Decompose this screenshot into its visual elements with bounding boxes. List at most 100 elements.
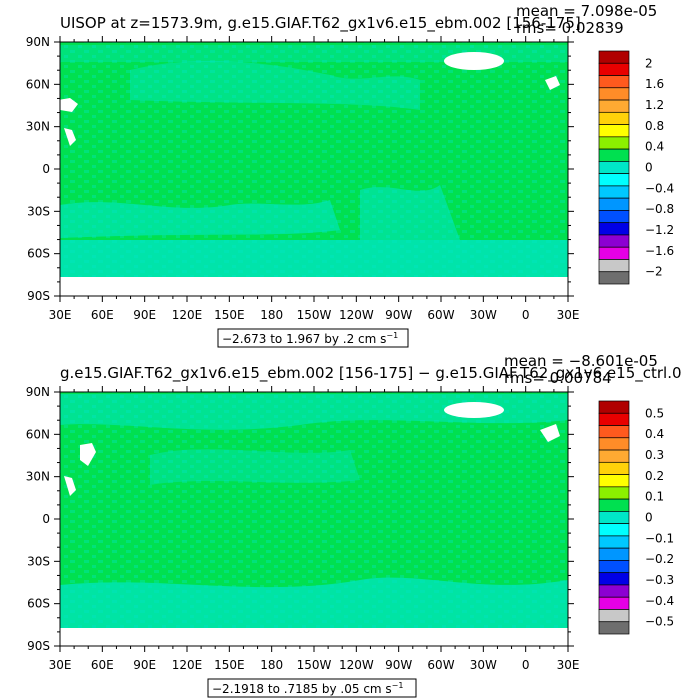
panel-top-title: UISOP at z=1573.9m, g.e15.GIAF.T62_gx1v6… (60, 14, 581, 33)
y-tick-label: 30S (27, 554, 50, 568)
colorbar-swatch (598, 161, 630, 174)
x-tick-label: 180 (260, 308, 283, 322)
range-box-top: −2.673 to 1.967 by .2 cm s−1 (217, 328, 409, 348)
panel-top-mean: mean = 7.098e-05 (516, 2, 657, 20)
colorbar-swatch (598, 173, 630, 187)
x-tick-label: 150W (297, 658, 332, 672)
map-bottom-axes: 30E 60E 90E 120E 150E 180 150W 120W 90W 60W 30W 0 30… (26, 385, 580, 672)
colorbar-swatch (598, 234, 630, 248)
x-tick-label: 30E (49, 658, 72, 672)
colorbar-swatch (598, 474, 630, 488)
range-label-top: −2.673 to 1.967 by .2 cm s−1 (222, 331, 398, 346)
y-tick-label: 90S (27, 639, 50, 653)
colorbar-label: 0.3 (645, 448, 664, 462)
map-top-antarctica (60, 277, 568, 296)
x-tick-label: 120W (339, 658, 374, 672)
map-top-land-b (64, 128, 76, 146)
x-tick-label: 30W (470, 308, 497, 322)
panel-bottom: g.e15.GIAF.T62_gx1v6.e15_ebm.002 [156-17… (26, 352, 682, 698)
colorbar-swatch (598, 87, 630, 101)
x-tick-label: 60E (91, 308, 114, 322)
panel-bottom-mean: mean = −8.601e-05 (504, 352, 658, 370)
y-tick-label: 60S (27, 247, 50, 261)
panel-bottom-rms: rms= 0.00784 (504, 369, 612, 387)
map-top-south-atlantic (360, 185, 460, 240)
colorbar-swatch (598, 412, 630, 426)
map-top (58, 41, 569, 297)
colorbar-swatch (598, 50, 630, 64)
y-tick-label: 30N (26, 470, 50, 484)
colorbar-swatch (598, 136, 630, 150)
map-top-texture (60, 42, 568, 277)
map-top-north-pacific (130, 60, 420, 110)
x-tick-label: 60W (427, 308, 454, 322)
colorbar-label: 0.1 (645, 490, 664, 504)
colorbar-swatch (598, 425, 630, 439)
colorbar-label: −0.3 (645, 573, 674, 587)
x-tick-label: 30W (470, 658, 497, 672)
map-bottom-arctic-band (60, 394, 568, 430)
colorbar-label: 0.2 (645, 469, 664, 483)
colorbar-swatch (598, 523, 630, 537)
colorbar-label: 2 (645, 56, 653, 70)
range-label-bottom: −2.1918 to .7185 by .05 cm s−1 (212, 681, 403, 696)
map-bottom-land-c (540, 424, 560, 442)
colorbar-swatch (598, 210, 630, 224)
colorbar-label: −2 (645, 265, 663, 279)
colorbar-swatch (598, 596, 630, 610)
colorbar-label: −0.2 (645, 552, 674, 566)
y-tick-label: 60S (27, 597, 50, 611)
x-tick-label: 120W (339, 308, 374, 322)
range-box-bottom-frame (207, 678, 417, 698)
colorbar-label: −0.4 (645, 181, 674, 195)
colorbar-swatch (598, 560, 630, 574)
x-tick-label: 30E (557, 658, 580, 672)
map-bottom-north-pacific (150, 449, 360, 485)
colorbar-label: 0 (645, 161, 653, 175)
colorbar-swatch (598, 271, 630, 285)
colorbar-swatch (598, 486, 630, 500)
y-tick-label: 0 (42, 162, 50, 176)
colorbar-label: 0.4 (645, 427, 664, 441)
colorbar-label: −1.6 (645, 244, 674, 258)
map-top-southern-band (60, 240, 568, 277)
y-tick-label: 60N (26, 427, 50, 441)
x-tick-label: 90E (133, 308, 156, 322)
colorbar-swatch (598, 498, 630, 512)
x-tick-label: 0 (522, 658, 530, 672)
map-bottom-land-b (64, 476, 76, 496)
colorbar-swatch (598, 461, 630, 475)
colorbar-swatch (598, 124, 630, 138)
range-box-top-frame (217, 328, 409, 348)
x-tick-label: 90W (385, 308, 412, 322)
colorbar-swatch (598, 111, 630, 125)
panel-top-rms: rms= 0.02839 (516, 19, 624, 37)
colorbar-swatch (598, 259, 630, 273)
y-tick-label: 30N (26, 120, 50, 134)
colorbar-swatch (598, 185, 630, 199)
range-box-bottom: −2.1918 to .7185 by .05 cm s−1 (207, 678, 417, 698)
colorbar-label: 0.5 (645, 406, 664, 420)
x-tick-label: 90W (385, 658, 412, 672)
map-bottom-land-a (80, 443, 96, 466)
colorbar-top: 2 1.6 1.2 0.8 0.4 0 −0.4 −0.8 −1.2 −1.6 −2 (598, 50, 674, 285)
map-bottom-southern-band (60, 577, 568, 628)
y-tick-label: 30S (27, 204, 50, 218)
x-tick-label: 120E (172, 658, 203, 672)
x-tick-label: 60W (427, 658, 454, 672)
x-tick-label: 60E (91, 658, 114, 672)
colorbar-swatch (598, 449, 630, 463)
colorbar-swatch (598, 148, 630, 162)
colorbar-swatch (598, 609, 630, 623)
colorbar-swatch (598, 222, 630, 236)
y-tick-label: 60N (26, 77, 50, 91)
colorbar-swatch (598, 547, 630, 561)
map-top-south-pacific (60, 200, 340, 238)
colorbar-label: −0.4 (645, 594, 674, 608)
x-tick-label: 0 (522, 308, 530, 322)
colorbar-label: −1.2 (645, 223, 674, 237)
map-top-land-a (58, 98, 78, 112)
x-tick-label: 30E (49, 308, 72, 322)
colorbar-swatch (598, 246, 630, 260)
